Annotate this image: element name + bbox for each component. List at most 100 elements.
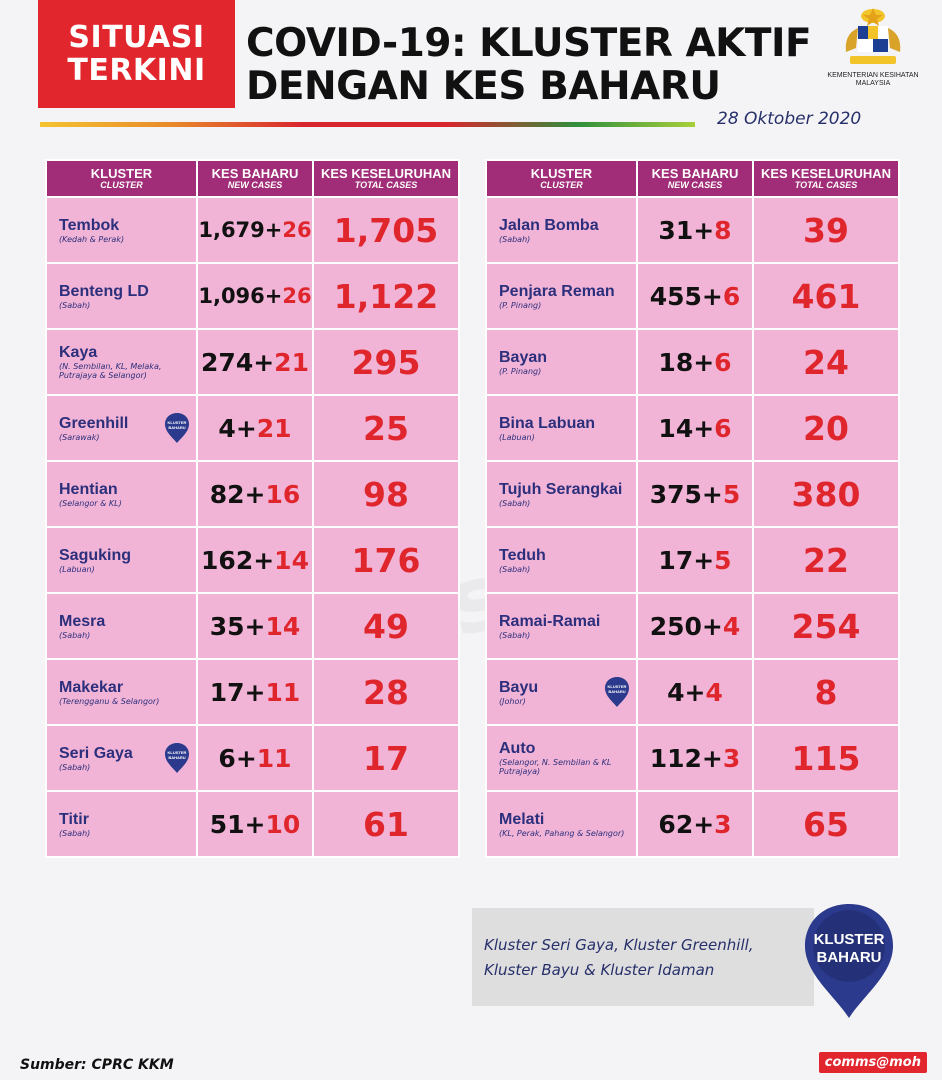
new-cases-cell: 14+6	[636, 394, 754, 462]
new-cases: 6	[714, 413, 732, 443]
new-cluster-note-box	[472, 908, 814, 1006]
new-cases: 3	[722, 743, 741, 773]
prior-cases: 31+	[658, 215, 715, 245]
cluster-name: Bayu	[499, 678, 539, 696]
new-cases: 14	[265, 611, 301, 641]
cluster-cell: Greenhill (Sarawak) KLUSTER BAHARU	[45, 394, 198, 462]
cluster-location: (P. Pinang)	[499, 300, 542, 310]
cluster-cell: Bayan (P. Pinang)	[485, 328, 638, 396]
total-cases: 1,705	[312, 196, 460, 264]
cluster-name: Penjara Reman	[499, 282, 615, 300]
table-row-8: Makekar (Terengganu & Selangor) 17+11 28	[45, 658, 460, 726]
cluster-name: Seri Gaya	[59, 744, 133, 762]
new-cases: 16	[265, 479, 301, 509]
table-row-2: Benteng LD (Sabah) 1,096+26 1,122	[45, 262, 460, 330]
total-cases: 65	[752, 790, 900, 858]
title-color-rule	[40, 122, 695, 127]
total-cases: 98	[312, 460, 460, 528]
pin-label-line1: KLUSTER	[168, 750, 187, 755]
table-row-6: Saguking (Labuan) 162+14 176	[45, 526, 460, 594]
new-cases-cell: 51+10	[196, 790, 314, 858]
prior-cases: 4+	[667, 677, 706, 707]
cluster-location: (Sabah)	[499, 234, 531, 244]
total-cases: 39	[752, 196, 900, 264]
prior-cases: 112+	[649, 743, 723, 773]
cluster-location: (Sabah)	[499, 498, 531, 508]
table-row-5: Hentian (Selangor & KL) 82+16 98	[45, 460, 460, 528]
cluster-name: Titir	[59, 810, 89, 828]
cluster-name: Melati	[499, 810, 545, 828]
cluster-name: Mesra	[59, 612, 106, 630]
prior-cases: 1,096+	[198, 284, 283, 308]
cluster-location: (Kedah & Perak)	[59, 234, 125, 244]
col-header-cluster-sub: CLUSTER	[100, 180, 143, 190]
new-cases: 26	[282, 218, 312, 242]
ministry-crest: KEMENTERIAN KESIHATAN MALAYSIA	[818, 6, 928, 88]
total-cases: 24	[752, 328, 900, 396]
table-row-4: Bina Labuan (Labuan) 14+6 20	[485, 394, 900, 462]
col-header-new-sub: NEW CASES	[667, 180, 723, 190]
cluster-cell: Melati (KL, Perak, Pahang & Selangor)	[485, 790, 638, 858]
prior-cases: 17+	[658, 545, 715, 575]
new-cases-cell: 112+3	[636, 724, 754, 792]
new-cases: 11	[256, 743, 292, 773]
new-cases-cell: 162+14	[196, 526, 314, 594]
prior-cases: 375+	[649, 479, 723, 509]
cluster-table-left: KLUSTER CLUSTER KES BAHARU NEW CASES KES…	[45, 159, 460, 858]
cluster-cell: Jalan Bomba (Sabah)	[485, 196, 638, 264]
cluster-cell: Seri Gaya (Sabah) KLUSTER BAHARU	[45, 724, 198, 792]
cluster-location: (Sabah)	[59, 300, 91, 310]
table-row-2: Penjara Reman (P. Pinang) 455+6 461	[485, 262, 900, 330]
note-line1: Kluster Seri Gaya, Kluster Greenhill,	[484, 936, 754, 954]
table-row-3: Bayan (P. Pinang) 18+6 24	[485, 328, 900, 396]
new-cases-cell: 1,096+26	[196, 262, 314, 330]
cluster-cell: Benteng LD (Sabah)	[45, 262, 198, 330]
new-cases-cell: 17+11	[196, 658, 314, 726]
total-cases: 25	[312, 394, 460, 462]
cluster-cell: Saguking (Labuan)	[45, 526, 198, 594]
col-header-cluster-label: KLUSTER	[530, 166, 593, 181]
cluster-cell: Titir (Sabah)	[45, 790, 198, 858]
cluster-name: Benteng LD	[59, 282, 149, 300]
cluster-name: Tujuh Serangkai	[499, 480, 623, 498]
cluster-location: (P. Pinang)	[499, 366, 542, 376]
col-header-total-sub: TOTAL CASES	[354, 180, 418, 190]
total-cases: 17	[312, 724, 460, 792]
new-cases-cell: 375+5	[636, 460, 754, 528]
new-cases: 5	[722, 479, 741, 509]
note-line2: Kluster Bayu & Kluster Idaman	[484, 961, 715, 979]
table-row-10: Titir (Sabah) 51+10 61	[45, 790, 460, 858]
cluster-cell: Tembok (Kedah & Perak)	[45, 196, 198, 264]
table-row-8: Bayu (Johor) KLUSTER BAHARU 4+4 8	[485, 658, 900, 726]
cluster-cell: Auto (Selangor, N. Sembilan & KL Putraja…	[485, 724, 638, 792]
table-row-9: Auto (Selangor, N. Sembilan & KL Putraja…	[485, 724, 900, 792]
new-cases: 4	[705, 677, 723, 707]
source-credit: Sumber: CPRC KKM	[20, 1057, 174, 1073]
prior-cases: 274+	[201, 347, 275, 377]
table-row-1: Jalan Bomba (Sabah) 31+8 39	[485, 196, 900, 264]
total-cases: 254	[752, 592, 900, 660]
prior-cases: 455+	[649, 281, 723, 311]
pin-label-line2: BAHARU	[168, 425, 185, 430]
total-cases: 20	[752, 394, 900, 462]
badge-line1: SITUASI	[68, 20, 205, 55]
table-row-9: Seri Gaya (Sabah) KLUSTER BAHARU 6+11 17	[45, 724, 460, 792]
total-cases: 8	[752, 658, 900, 726]
cluster-cell: Bayu (Johor) KLUSTER BAHARU	[485, 658, 638, 726]
new-cluster-note: Kluster Seri Gaya, Kluster Greenhill, Kl…	[484, 933, 804, 983]
new-cases: 5	[714, 545, 732, 575]
total-cases: 28	[312, 658, 460, 726]
col-header-new-label: KES BAHARU	[651, 166, 739, 181]
new-cases-cell: 1,679+26	[196, 196, 314, 264]
cluster-cell: Penjara Reman (P. Pinang)	[485, 262, 638, 330]
prior-cases: 35+	[209, 611, 266, 641]
prior-cases: 1,679+	[198, 218, 283, 242]
cluster-name: Ramai-Ramai	[499, 612, 601, 630]
cluster-location: (Selangor & KL)	[59, 498, 122, 508]
cluster-cell: Makekar (Terengganu & Selangor)	[45, 658, 198, 726]
cluster-rows-left: Tembok (Kedah & Perak) 1,679+26 1,705 Be…	[45, 196, 460, 858]
cluster-name: Tembok	[59, 216, 120, 234]
col-header-new: KES BAHARU NEW CASES	[196, 159, 314, 198]
prior-cases: 162+	[201, 545, 275, 575]
